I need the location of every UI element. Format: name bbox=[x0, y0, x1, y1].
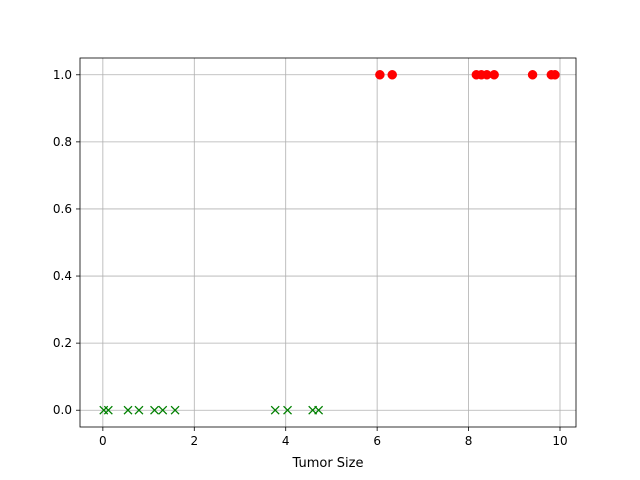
x-marker bbox=[170, 405, 180, 415]
circle-marker bbox=[375, 70, 385, 80]
axes-frame bbox=[79, 57, 577, 428]
x-tick-label: 6 bbox=[373, 434, 381, 448]
x-marker bbox=[158, 405, 168, 415]
x-marker bbox=[150, 405, 159, 415]
grid-layer bbox=[80, 58, 576, 427]
x-marker bbox=[283, 405, 293, 415]
x-marker bbox=[270, 405, 280, 415]
marks-layer bbox=[99, 70, 560, 415]
y-tick-label: 0.8 bbox=[53, 135, 72, 149]
circle-marker bbox=[527, 70, 538, 80]
y-tick-label: 1.0 bbox=[53, 68, 72, 82]
x-tick-label: 0 bbox=[99, 434, 107, 448]
y-tick-label: 0.6 bbox=[53, 202, 72, 216]
y-tick-label: 0.2 bbox=[53, 336, 72, 350]
x-marker bbox=[314, 405, 324, 415]
x-marker bbox=[103, 405, 113, 415]
x-tick-label: 2 bbox=[190, 434, 198, 448]
x-marker bbox=[134, 405, 144, 415]
y-tick-label: 0.4 bbox=[53, 269, 72, 283]
y-tick-label: 0.0 bbox=[53, 403, 72, 417]
ticks-layer: 0 2 4 6 8 10 0.0 0.2 0.4 0.6 0.8 1.0 bbox=[53, 68, 568, 448]
circle-marker bbox=[489, 70, 499, 80]
circle-marker bbox=[387, 70, 397, 80]
circle-marker bbox=[550, 70, 560, 80]
x-axis-label: Tumor Size bbox=[292, 456, 364, 471]
x-marker bbox=[123, 405, 133, 415]
x-tick-label: 4 bbox=[282, 434, 290, 448]
x-tick-label: 8 bbox=[465, 434, 473, 448]
x-tick-label: 10 bbox=[552, 434, 567, 448]
